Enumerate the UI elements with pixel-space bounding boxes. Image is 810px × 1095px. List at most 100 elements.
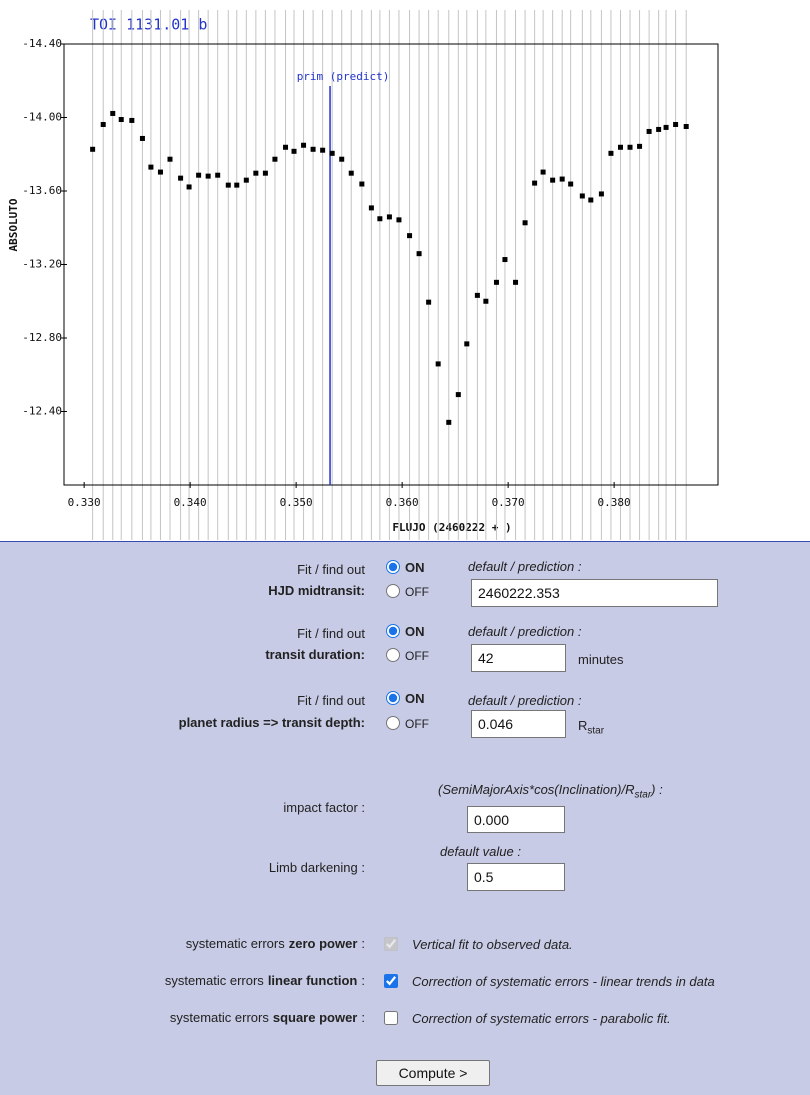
unit: Rstar bbox=[578, 718, 605, 737]
radio-label: OFF bbox=[405, 649, 429, 663]
hint: default / prediction : bbox=[468, 624, 582, 639]
data-point bbox=[673, 121, 679, 127]
x-tick-label: 0.340 bbox=[174, 496, 207, 509]
radio-0[interactable] bbox=[386, 624, 400, 638]
field-label: HJD midtransit: bbox=[268, 583, 365, 598]
description: Correction of systematic errors - linear… bbox=[412, 974, 715, 989]
radio-label: OFF bbox=[405, 717, 429, 731]
x-tick-label: 0.330 bbox=[68, 496, 101, 509]
y-tick-label: -12.80 bbox=[22, 331, 62, 344]
systematic-label: systematic errors linear function: bbox=[165, 973, 365, 989]
text-input[interactable] bbox=[471, 579, 718, 607]
field-label: planet radius => transit depth: bbox=[178, 715, 365, 730]
y-axis-label: ABSOLUTO bbox=[7, 198, 20, 251]
data-point bbox=[90, 146, 96, 152]
description: Vertical fit to observed data. bbox=[412, 937, 573, 952]
data-point bbox=[627, 144, 633, 150]
data-point bbox=[377, 216, 383, 222]
data-point bbox=[118, 117, 124, 123]
data-point bbox=[348, 170, 354, 176]
data-point bbox=[646, 128, 652, 134]
y-tick-label: -14.40 bbox=[22, 37, 62, 50]
checkbox bbox=[384, 937, 398, 951]
x-tick-label: 0.350 bbox=[280, 496, 313, 509]
checkbox[interactable] bbox=[384, 1011, 398, 1025]
text-input[interactable] bbox=[467, 806, 565, 833]
data-point bbox=[339, 156, 345, 162]
radio-label: ON bbox=[405, 691, 425, 706]
term: square power bbox=[272, 1010, 358, 1025]
radio-0[interactable] bbox=[386, 691, 400, 705]
colon: : bbox=[361, 936, 365, 951]
data-point bbox=[283, 144, 289, 150]
data-point bbox=[455, 392, 461, 398]
compute-button[interactable]: Compute > bbox=[376, 1060, 490, 1086]
prefix: systematic errors bbox=[169, 1010, 269, 1025]
hint: default value : bbox=[440, 844, 521, 859]
data-point bbox=[568, 181, 574, 187]
text-input[interactable] bbox=[471, 644, 566, 672]
fit-prefix: Fit / find out bbox=[297, 626, 365, 641]
x-tick-label: 0.360 bbox=[386, 496, 419, 509]
data-point bbox=[205, 173, 211, 179]
radio-1[interactable] bbox=[386, 584, 400, 598]
data-point bbox=[407, 233, 413, 239]
data-point bbox=[435, 361, 441, 367]
hint: default / prediction : bbox=[468, 559, 582, 574]
data-point bbox=[502, 257, 508, 263]
data-point bbox=[253, 170, 259, 176]
data-point bbox=[234, 182, 240, 188]
data-point bbox=[396, 217, 402, 223]
hint-sub: star bbox=[634, 789, 652, 801]
data-point bbox=[262, 170, 268, 176]
radio-label: OFF bbox=[405, 585, 429, 599]
y-tick-label: -13.60 bbox=[22, 184, 62, 197]
data-point bbox=[426, 299, 432, 305]
data-point bbox=[225, 182, 231, 188]
text-input[interactable] bbox=[467, 863, 565, 891]
field-label: Limb darkening : bbox=[268, 860, 365, 875]
data-point bbox=[359, 181, 365, 187]
prefix: systematic errors bbox=[164, 973, 264, 988]
data-point bbox=[474, 292, 480, 298]
radio-1[interactable] bbox=[386, 648, 400, 662]
data-point bbox=[215, 172, 221, 178]
data-point bbox=[320, 147, 326, 153]
data-point bbox=[540, 169, 546, 175]
plot-frame bbox=[63, 43, 719, 486]
radio-0[interactable] bbox=[386, 560, 400, 574]
data-point bbox=[100, 121, 106, 127]
description: Correction of systematic errors - parabo… bbox=[412, 1011, 671, 1026]
data-point bbox=[310, 146, 316, 152]
hint: (SemiMajorAxis*cos(Inclination)/Rstar) : bbox=[438, 782, 663, 804]
x-tick-label: 0.380 bbox=[598, 496, 631, 509]
data-point bbox=[301, 142, 307, 148]
data-point bbox=[598, 191, 604, 197]
data-point bbox=[368, 205, 374, 211]
field-label: transit duration: bbox=[265, 647, 365, 662]
term: zero power bbox=[288, 936, 358, 951]
checkbox[interactable] bbox=[384, 974, 398, 988]
radio-1[interactable] bbox=[386, 716, 400, 730]
data-point bbox=[291, 148, 297, 154]
data-point bbox=[129, 117, 135, 123]
unit: minutes bbox=[578, 652, 624, 667]
x-tick-label: 0.370 bbox=[492, 496, 525, 509]
y-tick-label: -12.40 bbox=[22, 405, 62, 418]
hint-text: (SemiMajorAxis*cos(Inclination)/R bbox=[438, 782, 635, 797]
data-point bbox=[663, 124, 669, 130]
data-point bbox=[617, 144, 623, 150]
data-point bbox=[386, 214, 392, 220]
data-point bbox=[416, 251, 422, 257]
data-point bbox=[446, 419, 452, 425]
data-point bbox=[608, 150, 614, 156]
text-input[interactable] bbox=[471, 710, 566, 738]
hint-end: ) : bbox=[651, 782, 663, 797]
data-point bbox=[272, 156, 278, 162]
term: linear function bbox=[267, 973, 358, 988]
data-point bbox=[637, 143, 643, 149]
fit-prefix: Fit / find out bbox=[297, 562, 365, 577]
data-point bbox=[493, 279, 499, 285]
data-point bbox=[243, 177, 249, 183]
